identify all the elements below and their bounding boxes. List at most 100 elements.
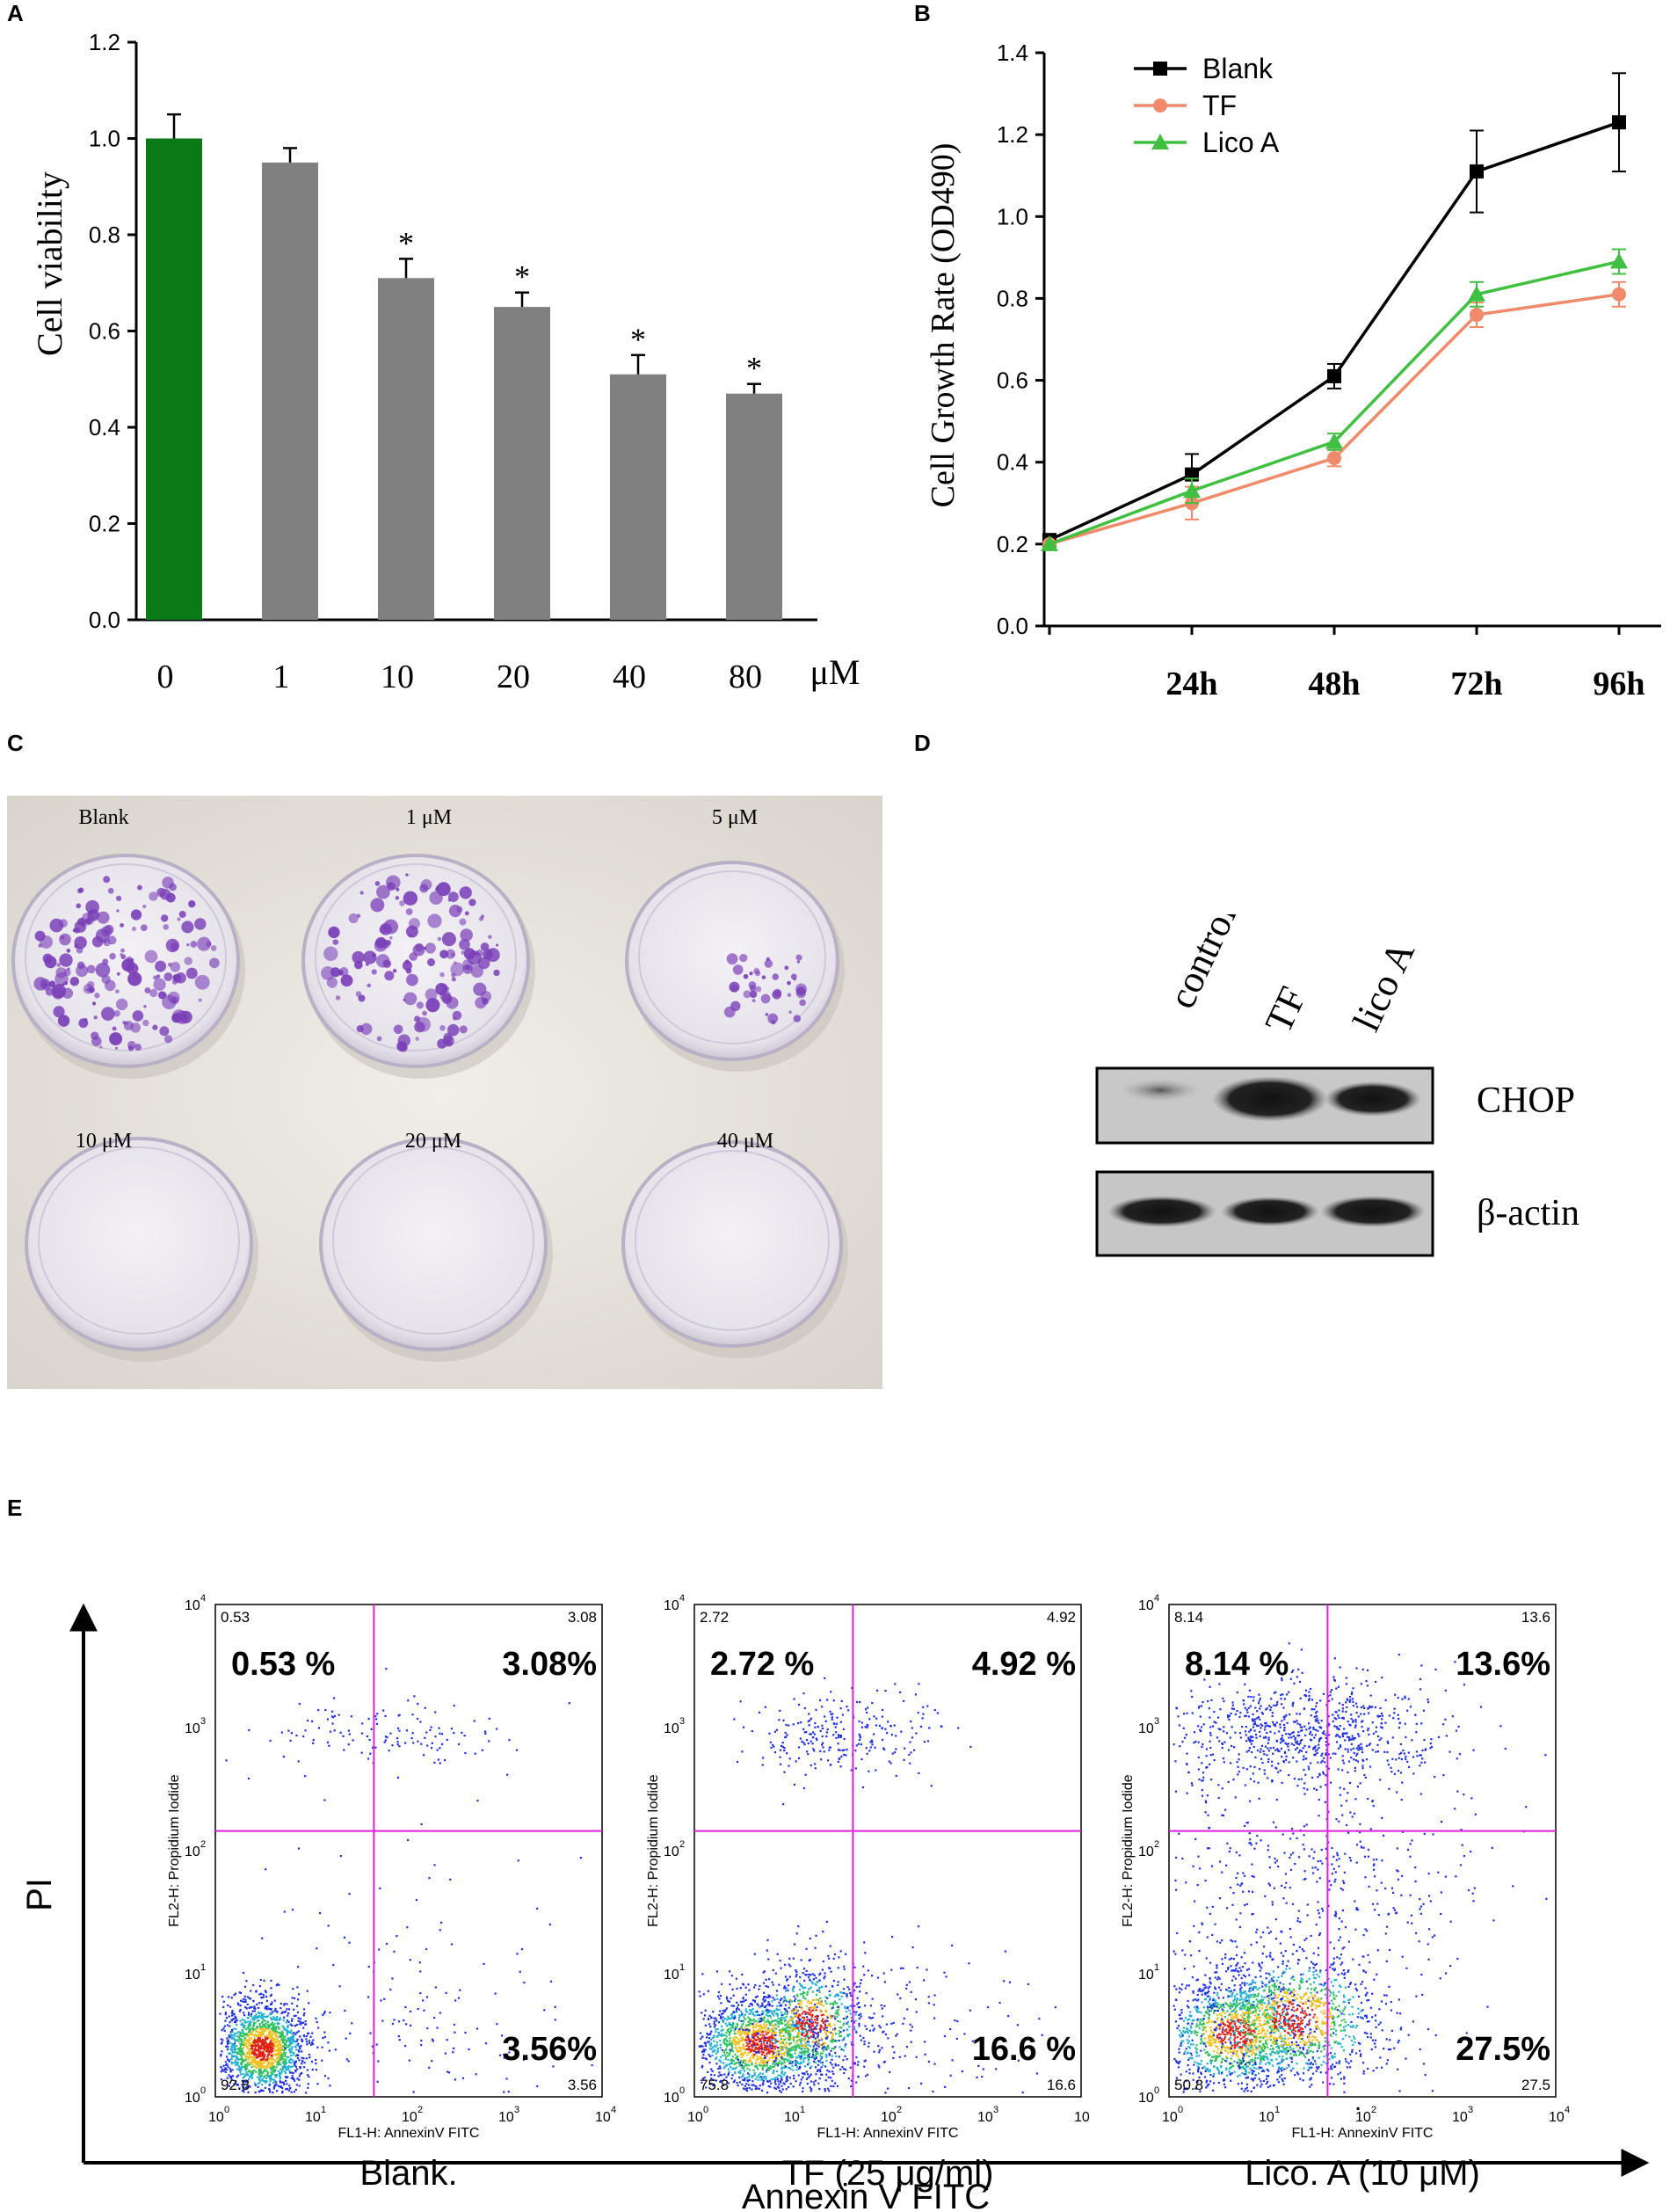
flow-event: [802, 1972, 804, 1975]
flow-event: [297, 2049, 300, 2052]
flow-event: [306, 1990, 309, 1992]
flow-event: [812, 2056, 815, 2058]
flow-event: [824, 2033, 827, 2035]
flow-event: [752, 2084, 755, 2086]
flow-event: [766, 2039, 770, 2041]
flow-event: [245, 2071, 248, 2074]
flow-event: [286, 2039, 288, 2042]
flow-event: [807, 2036, 810, 2040]
dish-label: 40 μM: [717, 1130, 773, 1153]
flow-event: [268, 2030, 272, 2033]
flow-event: [227, 2042, 229, 2045]
flow-event: [710, 2017, 713, 2019]
flow-event: [237, 2064, 240, 2067]
flow-event: [705, 2036, 708, 2039]
flow-event: [736, 2010, 738, 2012]
flow-event: [287, 1729, 290, 1732]
flow-event: [821, 1742, 824, 1744]
flow-event: [906, 2008, 909, 2011]
flow-event: [788, 1765, 790, 1767]
flow-event: [288, 2085, 291, 2087]
flow-event: [821, 2048, 824, 2050]
flow-event: [803, 2051, 806, 2055]
flow-event: [795, 2065, 798, 2068]
flow-event: [265, 2081, 267, 2084]
flow-event: [768, 2057, 771, 2060]
flow-event: [744, 2051, 746, 2054]
flow-event: [850, 1769, 853, 1772]
flow-event: [781, 2028, 784, 2031]
flow-event: [266, 2066, 269, 2069]
legend-marker: [1151, 134, 1169, 149]
flow-event: [761, 2019, 764, 2022]
flow-event: [715, 2030, 717, 2034]
flow-event: [737, 2050, 740, 2053]
flow-event: [805, 2046, 808, 2049]
flow-event: [805, 2005, 809, 2008]
flow-event: [780, 2042, 782, 2045]
flow-event: [751, 2019, 753, 2022]
flow-event: [280, 2002, 282, 2005]
flow-event: [860, 1978, 862, 1982]
flow-event: [284, 2041, 287, 2045]
flow-event: [818, 2000, 821, 2003]
panel-label-a: A: [7, 0, 24, 26]
flow-event: [719, 2067, 722, 2070]
flow-event: [281, 2092, 284, 2094]
flow-event: [831, 2015, 833, 2018]
flow-event: [976, 2076, 978, 2079]
flow-event: [800, 2078, 802, 2081]
line-xtick-label: 48h: [1308, 666, 1360, 702]
flow-event: [818, 2077, 821, 2080]
flow-event: [804, 2044, 807, 2048]
flow-event: [742, 2022, 744, 2026]
flow-event: [266, 2028, 269, 2031]
flow-event: [778, 2029, 781, 2032]
colony: [447, 1023, 460, 1037]
flow-event: [835, 2033, 838, 2035]
flow-event: [722, 2040, 726, 2042]
flow-event: [897, 1993, 899, 1996]
flow-event: [278, 2048, 281, 2050]
flow-event: [799, 1737, 802, 1740]
flow-event: [257, 2083, 259, 2085]
flow-event: [748, 2018, 752, 2020]
flow-event: [733, 2032, 737, 2034]
flow-event: [247, 1777, 250, 1780]
lane-label-lico-a: lico A: [1345, 935, 1423, 1037]
flow-event: [743, 2028, 745, 2031]
flow-event: [802, 1742, 805, 1744]
flow-event: [267, 2047, 270, 2049]
flow-event: [323, 2035, 326, 2039]
flow-event: [788, 2067, 791, 2070]
flow-event: [262, 2047, 265, 2049]
flow-event: [761, 2072, 765, 2075]
flow-event: [825, 2002, 828, 2005]
flow-event: [768, 2024, 772, 2026]
flow-event: [760, 2053, 764, 2056]
flow-event: [776, 2085, 779, 2088]
flow-event: [708, 2014, 711, 2018]
flow-event: [771, 2024, 773, 2026]
band-label-chop: CHOP: [1477, 1081, 1575, 1121]
flow-event: [268, 2089, 271, 2092]
flow-event: [810, 2056, 813, 2058]
flow-event: [1017, 2059, 1020, 2062]
flow-event: [296, 2023, 299, 2026]
flow-event: [271, 2023, 273, 2026]
colony: [159, 888, 171, 900]
flow-event: [737, 2024, 739, 2026]
flow-event: [223, 2068, 227, 2070]
colony: [185, 967, 198, 979]
flow-event: [269, 2013, 272, 2016]
flow-event: [268, 2043, 271, 2046]
colony: [429, 891, 443, 905]
flow-event: [766, 2015, 770, 2018]
chop-band-tf: [1212, 1076, 1328, 1122]
flow-event: [756, 2011, 759, 2013]
flow-event: [969, 1745, 972, 1748]
flow-event: [305, 2034, 309, 2038]
flow-event: [727, 2074, 730, 2077]
flow-event: [740, 2019, 743, 2023]
